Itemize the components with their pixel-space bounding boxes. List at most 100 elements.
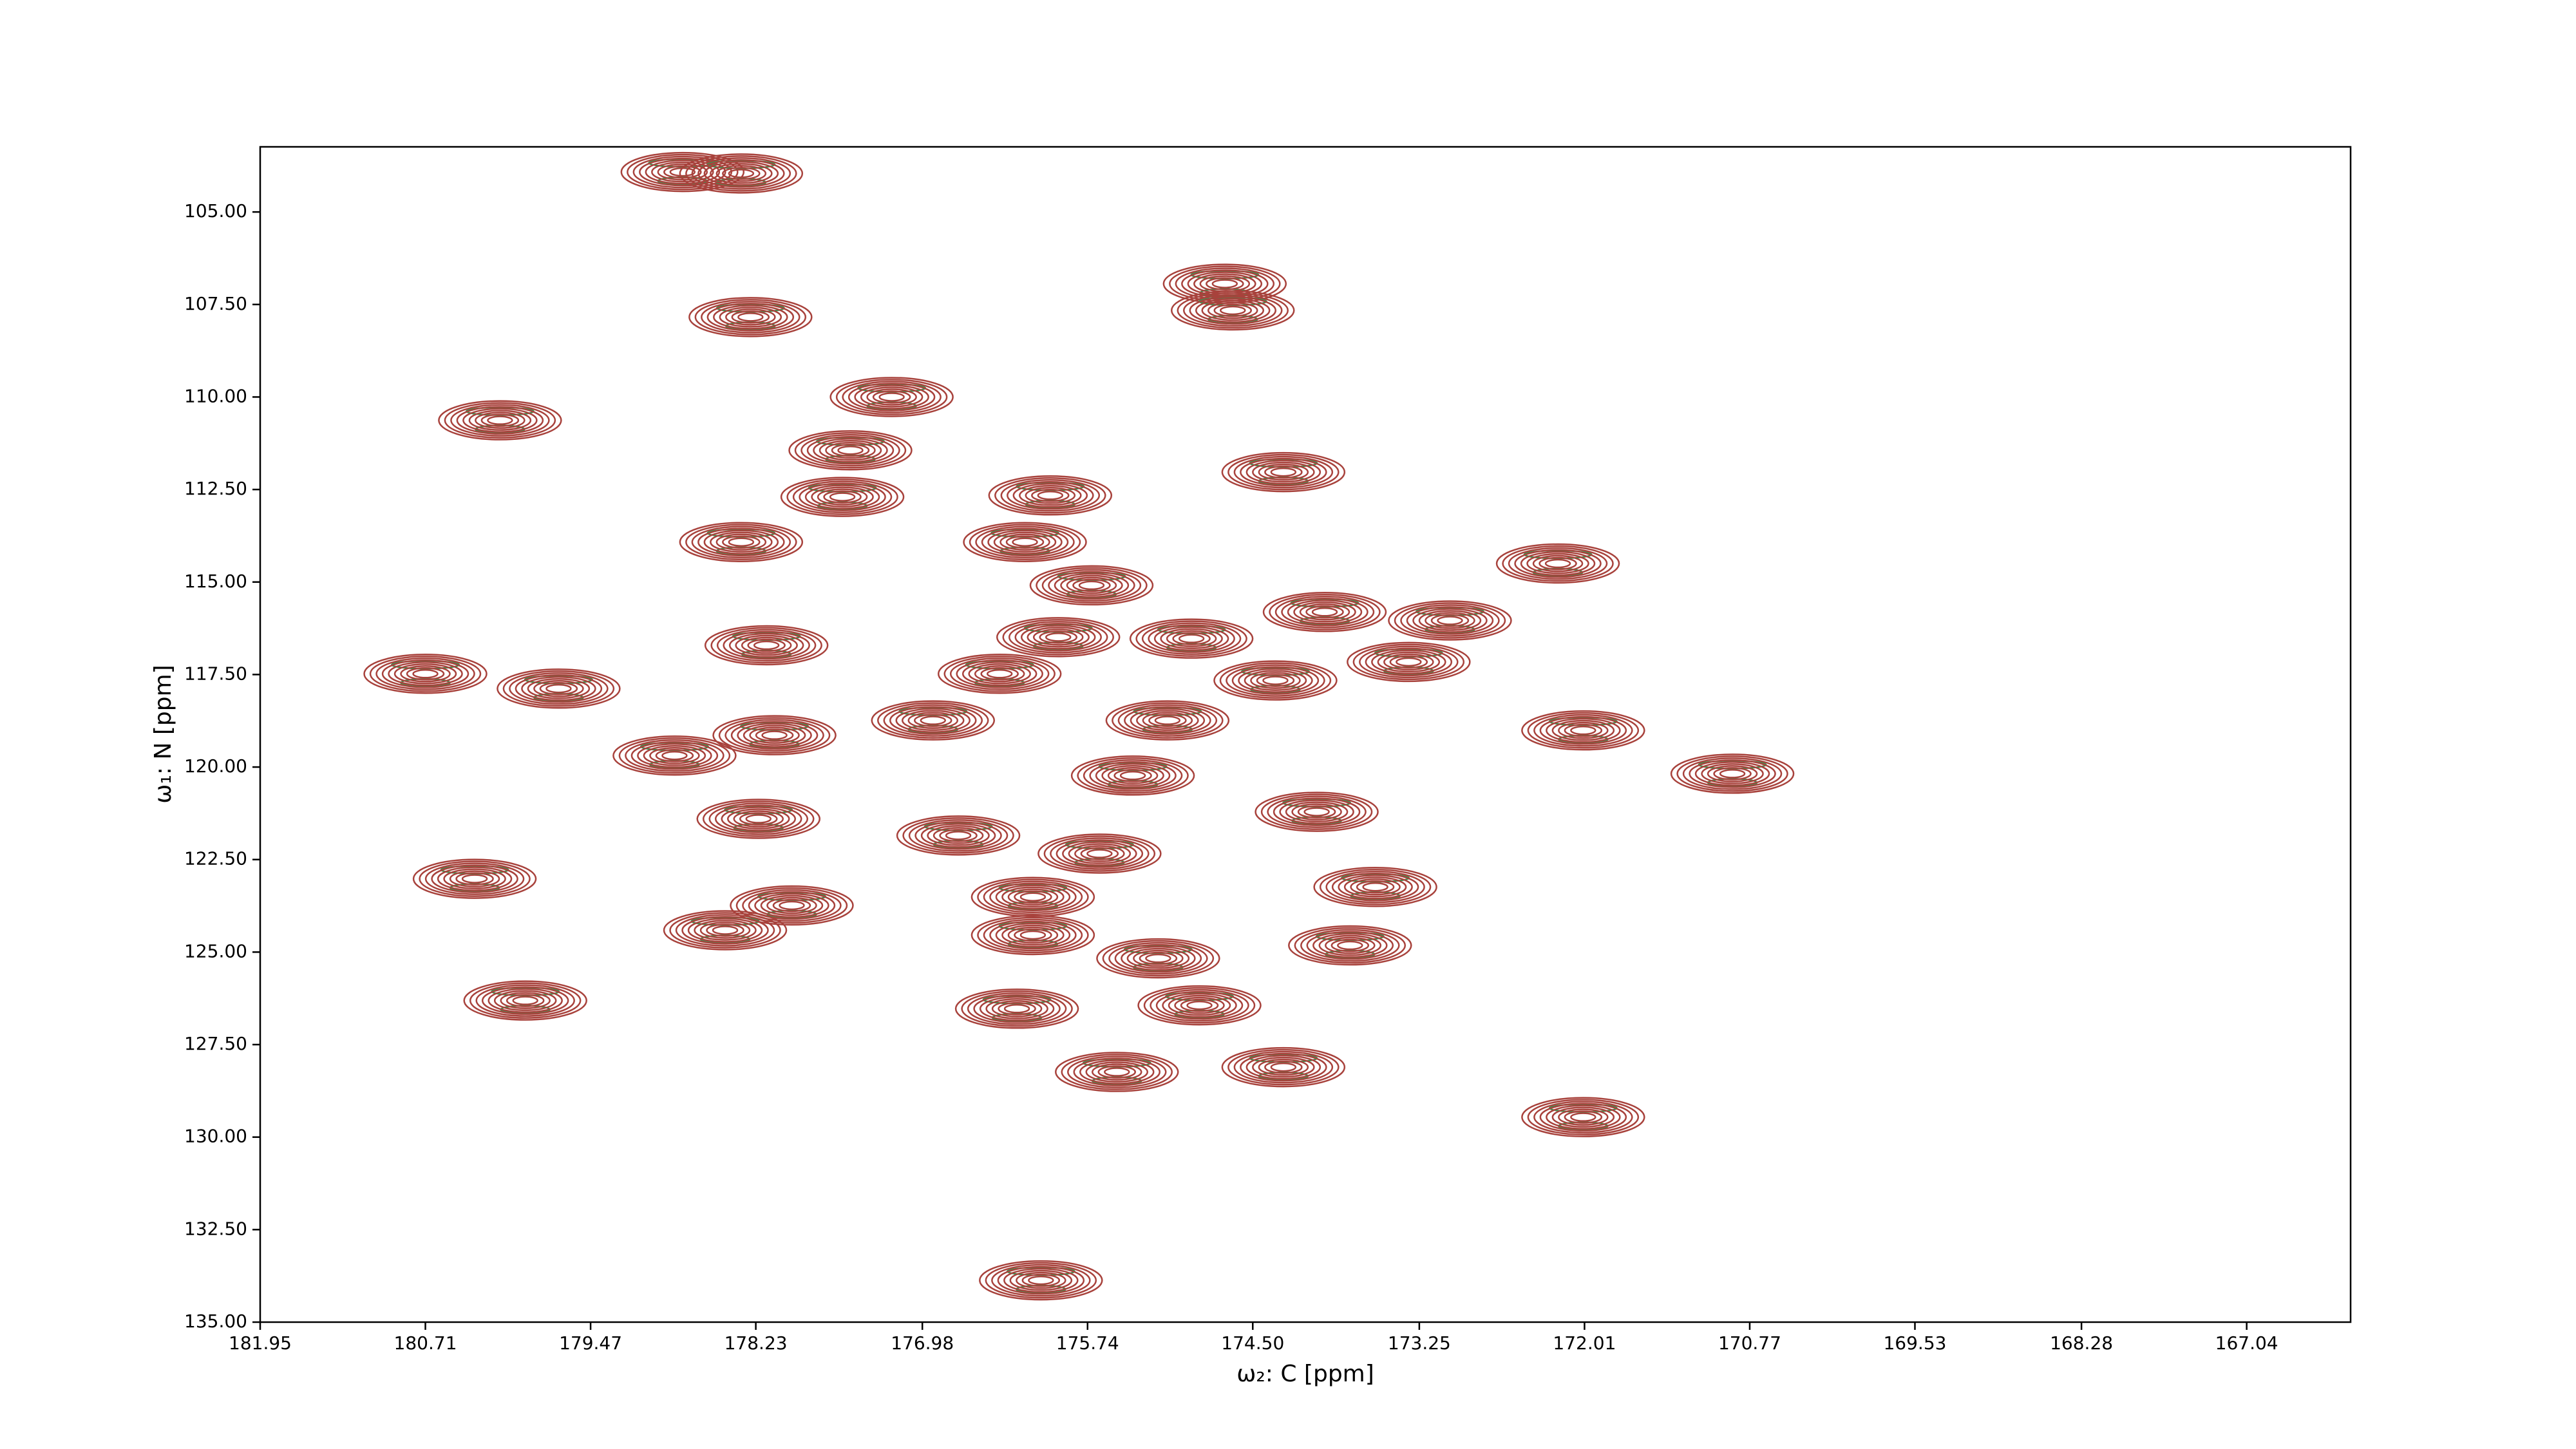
positive-contour: [1077, 757, 1189, 794]
positive-contour: [1019, 892, 1046, 902]
positive-contour: [1105, 700, 1230, 741]
peak: [363, 654, 488, 694]
positive-contour: [1097, 1065, 1137, 1079]
positive-contour: [1148, 714, 1187, 727]
positive-contour: [979, 996, 1055, 1021]
positive-contour: [1520, 551, 1596, 576]
positive-contour: [1255, 791, 1379, 832]
y-tick-label: 120.00: [184, 755, 247, 777]
positive-contour: [786, 478, 898, 515]
positive-contour: [1551, 719, 1615, 741]
positive-contour: [1021, 1273, 1061, 1287]
positive-contour: [1005, 535, 1045, 549]
peak: [1262, 592, 1387, 632]
positive-contour: [1394, 602, 1506, 639]
positive-contour: [999, 533, 1050, 551]
positive-contour: [971, 914, 1095, 956]
positive-contour: [1227, 1048, 1340, 1086]
positive-contour: [998, 1002, 1036, 1016]
positive-contour: [1362, 882, 1388, 892]
positive-contour: [1060, 574, 1123, 596]
positive-contour: [1252, 461, 1315, 483]
positive-contour: [412, 858, 537, 899]
positive-contour: [742, 889, 842, 922]
positive-contour: [1533, 714, 1633, 747]
positive-contour: [1514, 549, 1602, 578]
positive-contour: [1180, 998, 1219, 1012]
positive-contour: [754, 893, 829, 918]
positive-contour: [800, 433, 900, 467]
positive-contour: [1000, 479, 1101, 512]
positive-contour: [949, 658, 1050, 690]
positive-contour: [1074, 845, 1125, 862]
positive-contour: [902, 710, 965, 731]
positive-contour: [1142, 712, 1193, 729]
positive-contour: [1291, 803, 1342, 820]
positive-contour: [1502, 545, 1614, 582]
positive-contour: [1274, 596, 1375, 629]
positive-contour: [1551, 1106, 1615, 1128]
positive-contour: [1066, 576, 1117, 594]
positive-contour: [1319, 868, 1432, 905]
positive-contour: [713, 305, 788, 330]
positive-contour: [829, 492, 856, 502]
positive-contour: [977, 916, 1089, 954]
positive-contour: [980, 667, 1019, 681]
positive-contour: [1352, 643, 1465, 681]
positive-contour: [806, 435, 895, 465]
positive-contour: [1028, 1275, 1054, 1285]
positive-contour: [889, 706, 977, 735]
positive-contour: [730, 721, 819, 750]
positive-contour: [866, 388, 917, 406]
positive-contour: [1400, 604, 1500, 637]
positive-contour: [1048, 571, 1135, 600]
positive-contour: [1189, 296, 1276, 325]
positive-contour: [1133, 949, 1184, 967]
positive-contour: [896, 815, 1021, 856]
positive-contour: [956, 659, 1043, 688]
positive-contour: [1564, 1110, 1603, 1124]
positive-contour: [1388, 600, 1512, 641]
positive-contour: [649, 747, 700, 764]
positive-contour: [1508, 547, 1608, 580]
positive-contour: [533, 679, 584, 697]
positive-contour: [1135, 620, 1247, 657]
peak: [463, 980, 587, 1021]
positive-contour: [710, 627, 822, 664]
peak: [1495, 543, 1620, 584]
positive-contour: [1014, 890, 1052, 904]
positive-contour: [1014, 623, 1102, 652]
x-axis-label: ω₂: C [ppm]: [1236, 1361, 1374, 1387]
positive-contour: [703, 529, 779, 554]
positive-contour: [1526, 553, 1589, 574]
positive-contour: [1121, 945, 1196, 971]
positive-contour: [739, 812, 778, 826]
positive-contour: [618, 737, 731, 774]
positive-contour: [1119, 771, 1146, 781]
positive-contour: [710, 531, 773, 553]
peak: [696, 799, 820, 839]
positive-contour: [509, 672, 609, 705]
positive-contour: [813, 437, 888, 463]
positive-contour: [706, 923, 744, 937]
positive-contour: [627, 153, 739, 191]
positive-contour: [715, 533, 767, 551]
positive-contour: [1080, 847, 1119, 860]
positive-contour: [1025, 487, 1076, 504]
peak: [1037, 833, 1162, 874]
positive-contour: [1226, 664, 1325, 697]
positive-contour: [1113, 769, 1152, 782]
positive-contour: [1012, 537, 1038, 547]
positive-contour: [1124, 706, 1211, 735]
positive-contour: [463, 980, 587, 1021]
positive-contour: [669, 912, 781, 949]
positive-contour: [710, 163, 773, 184]
positive-contour: [1264, 465, 1303, 479]
positive-contour: [1532, 554, 1584, 573]
positive-contour: [1303, 807, 1330, 817]
positive-contour: [968, 663, 1031, 685]
positive-contour: [1032, 629, 1084, 646]
positive-contour: [804, 484, 880, 509]
y-axis-label: ω₁: N [ppm]: [150, 665, 176, 803]
peak: [996, 617, 1121, 658]
